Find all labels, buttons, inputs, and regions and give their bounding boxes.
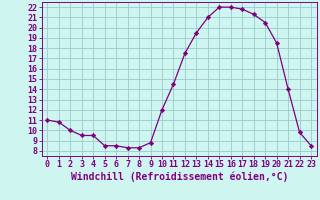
X-axis label: Windchill (Refroidissement éolien,°C): Windchill (Refroidissement éolien,°C) — [70, 172, 288, 182]
